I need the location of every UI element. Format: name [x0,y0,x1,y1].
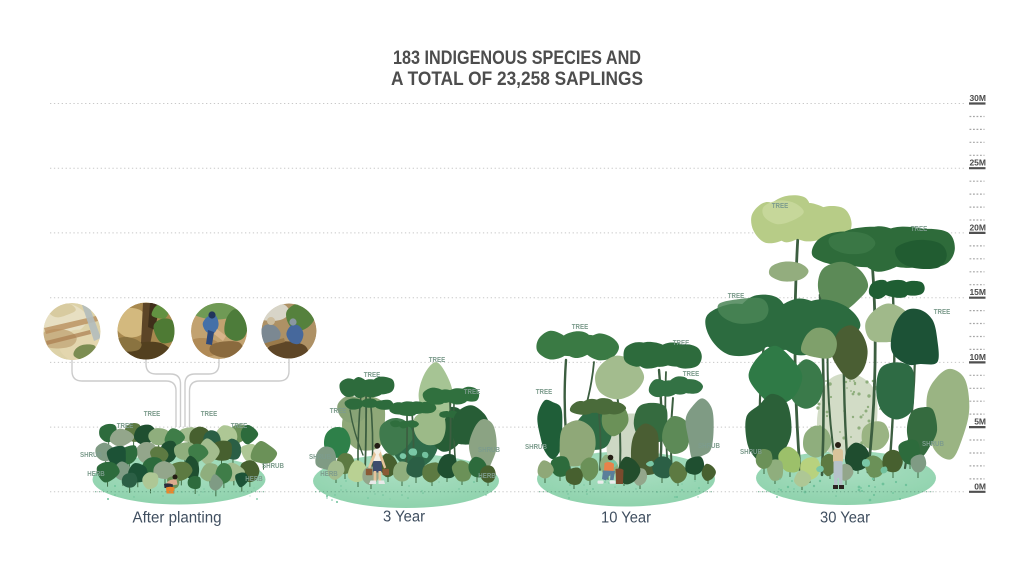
svg-text:TREE: TREE [117,421,134,430]
svg-text:183 INDIGENOUS SPECIES AND: 183 INDIGENOUS SPECIES AND [393,48,641,69]
svg-text:HERB: HERB [245,474,263,483]
svg-text:TREE: TREE [464,387,481,396]
svg-text:TREE: TREE [683,369,700,378]
svg-text:30 Year: 30 Year [820,510,870,527]
svg-text:HERB: HERB [320,469,338,478]
svg-text:10M: 10M [969,352,986,362]
svg-text:SHRUB: SHRUB [922,439,944,448]
svg-text:TREE: TREE [934,307,951,316]
svg-text:5M: 5M [974,417,986,427]
svg-text:TREE: TREE [231,421,248,430]
svg-text:A TOTAL OF 23,258 SAPLINGS: A TOTAL OF 23,258 SAPLINGS [391,69,643,90]
svg-text:30M: 30M [969,93,986,103]
svg-text:SHRUB: SHRUB [478,445,500,454]
svg-text:TREE: TREE [201,409,218,418]
svg-text:TREE: TREE [330,406,347,415]
svg-text:TREE: TREE [429,355,446,364]
svg-text:TREE: TREE [911,224,928,233]
svg-text:20M: 20M [969,222,986,232]
svg-text:After planting: After planting [133,510,222,527]
svg-text:SHRUB: SHRUB [525,442,547,451]
svg-text:25M: 25M [969,158,986,168]
svg-text:TREE: TREE [364,370,381,379]
svg-text:0M: 0M [974,481,986,491]
svg-text:3 Year: 3 Year [383,509,425,526]
svg-text:SHRUB: SHRUB [309,452,331,461]
svg-text:10 Year: 10 Year [601,510,651,527]
svg-text:SHRUB: SHRUB [80,450,102,459]
svg-text:15M: 15M [969,287,986,297]
svg-text:TREE: TREE [144,409,161,418]
svg-text:TREE: TREE [572,322,589,331]
svg-text:TREE: TREE [728,291,745,300]
svg-text:SHRUB: SHRUB [698,441,720,450]
svg-text:TREE: TREE [772,201,789,210]
svg-text:TREE: TREE [536,387,553,396]
svg-text:TREE: TREE [673,338,690,347]
svg-text:HERB: HERB [87,469,105,478]
svg-text:SHRUB: SHRUB [740,447,762,456]
svg-text:SHRUB: SHRUB [262,461,284,470]
svg-text:HERB: HERB [478,471,496,480]
